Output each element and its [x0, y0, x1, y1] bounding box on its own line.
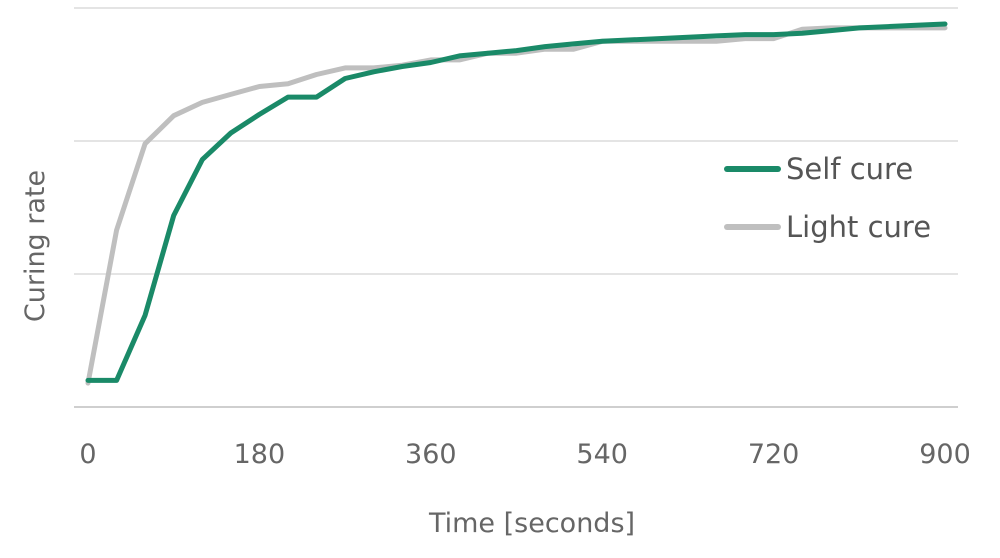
legend-label-self-cure: Self cure [786, 152, 913, 186]
x-axis-title: Time [seconds] [428, 508, 635, 539]
x-tick-label-0: 0 [79, 439, 96, 470]
x-tick-label-180: 180 [234, 439, 286, 470]
y-axis-title: Curing rate [20, 170, 51, 322]
legend: Self cure Light cure [724, 152, 931, 244]
x-tick-label-360: 360 [405, 439, 457, 470]
series-line-self-cure [85, 21, 948, 383]
legend-label-light-cure: Light cure [786, 210, 931, 244]
x-tick-labels: 0 180 360 540 720 900 [79, 439, 970, 470]
gridlines [74, 7, 958, 408]
x-tick-label-900: 900 [919, 439, 971, 470]
series-lines [85, 21, 948, 386]
series-line-light-cure [85, 25, 948, 386]
x-tick-label-720: 720 [748, 439, 800, 470]
x-tick-label-540: 540 [576, 439, 628, 470]
